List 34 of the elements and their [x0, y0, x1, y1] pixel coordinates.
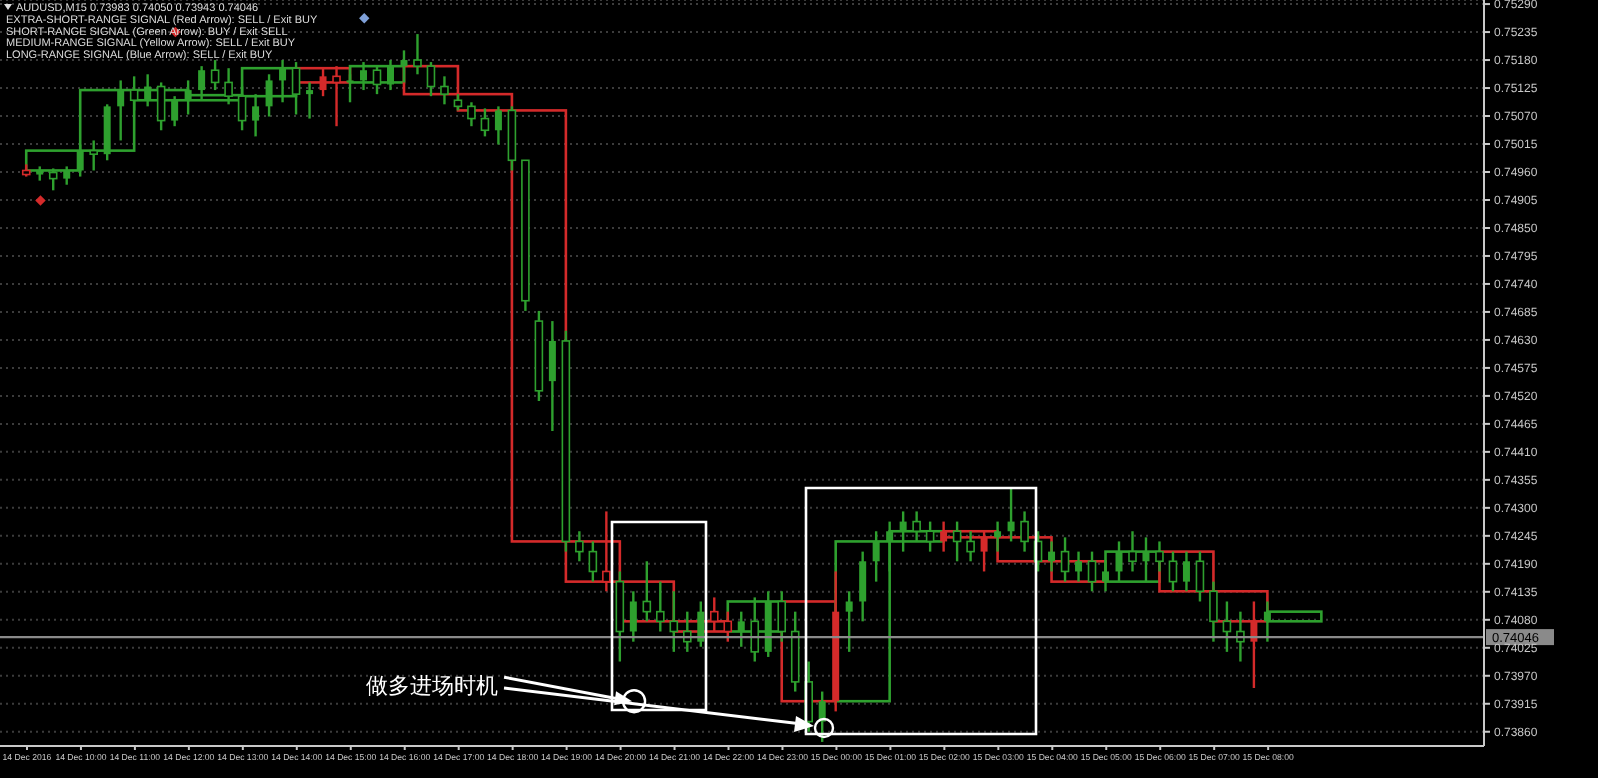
candlestick — [588, 540, 598, 583]
candlestick — [1020, 510, 1029, 553]
candlestick — [1060, 536, 1070, 583]
candlestick — [966, 530, 975, 563]
candlestick — [548, 319, 556, 433]
candlestick — [413, 32, 422, 76]
candlestick — [845, 590, 853, 654]
candlestick — [669, 590, 679, 654]
candlestick — [1048, 540, 1056, 573]
candlestick — [467, 101, 476, 128]
candlestick — [306, 81, 314, 120]
candlestick — [440, 75, 449, 106]
candlestick — [952, 520, 962, 563]
point — [359, 13, 370, 24]
candlestick — [210, 58, 220, 92]
candlestick — [1168, 550, 1178, 593]
candlestick — [1087, 550, 1097, 593]
candlestick — [656, 580, 665, 633]
candlestick — [1007, 486, 1015, 543]
candlestick — [859, 550, 867, 623]
candlestick — [994, 520, 1002, 553]
candlestick — [426, 60, 436, 98]
annotation: 做多进场时机 — [366, 673, 499, 700]
candlestick — [1195, 550, 1205, 603]
point — [35, 195, 46, 206]
candlestick — [494, 105, 502, 146]
candlestick — [818, 690, 826, 744]
candlestick — [697, 600, 705, 648]
candlestick — [629, 590, 637, 643]
candlestick — [1209, 580, 1218, 643]
candlestick — [1182, 550, 1190, 593]
candlestick — [1075, 550, 1083, 583]
candlestick — [480, 107, 490, 138]
candlestick — [575, 530, 584, 563]
